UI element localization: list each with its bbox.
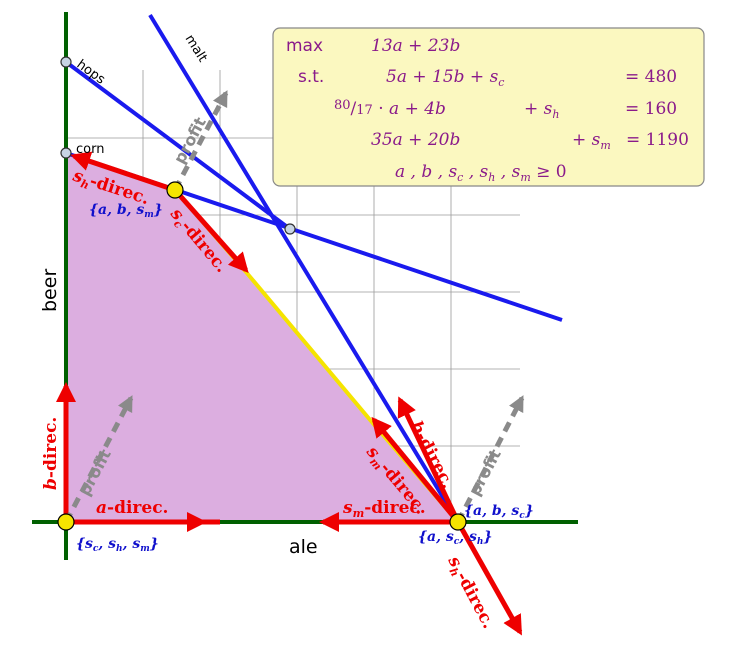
intercept-corn [60,147,72,159]
profit-label-top: profit [170,114,210,167]
lp-max-keyword: max [286,36,323,56]
vertex-right [449,513,467,531]
intersection-hops-malt [284,223,296,235]
lp-st-keyword: s.t. [298,67,324,87]
lp-box-background [272,27,705,187]
basis-origin: {sc, sh, sm} [76,536,159,554]
vertex-top [166,181,184,199]
vertex-origin [57,513,75,531]
profit-label-right: profit [465,446,505,499]
direction-arrows [56,151,523,636]
vertices [57,56,467,531]
basis-right-vertex-a: {a, b, sc} [464,503,534,521]
hops-label: hops [74,57,108,88]
profit-arrows [63,90,525,524]
malt-line [148,13,460,524]
lp-row-2-rhs: = 160 [625,99,677,119]
hops-line [64,60,292,231]
sh-direc-bottom-label: sh-direc. [441,552,498,633]
lp-row-2-slack: + sh [524,99,559,121]
x-axis-label: ale [289,536,318,558]
sm-direc-bottom-label: sm-direc. [342,498,426,520]
lp-row-3: 35a + 20b [371,130,460,150]
lp-row-1-rhs: = 480 [625,67,677,87]
b-direc-left-label: b-direc. [41,417,61,490]
feasible-region [66,153,458,522]
lp-box: max 13a + 23b s.t. 5a + 15b + sc = 480 8… [272,27,705,187]
sm-right-arrow [371,416,460,524]
profit-arrow-origin [63,395,134,524]
a-direc-label: a-direc. [96,498,168,518]
lp-row-2: 80/17 · a + 4b [334,98,446,119]
b-direc-right-arrow [397,396,461,524]
sh-direc-bottom-arrow [455,520,523,636]
sc-direc-arrow [173,188,249,273]
lp-row-4: a , b , sc , sh , sm ≥ 0 [395,162,567,184]
malt-label: malt [182,32,210,65]
intercept-hops [60,56,72,68]
lp-objective: 13a + 23b [371,36,460,56]
sh-direc-arrow [70,151,176,193]
lp-row-1: 5a + 15b + sc [386,67,504,89]
y-axis-label: beer [39,269,61,312]
lp-row-3-rhs: = 1190 [626,130,689,150]
profit-arrow-top [172,90,229,192]
basis-right-vertex-b: {a, sc, sh} [418,529,492,547]
profit-arrow-right [455,395,525,524]
corn-label: corn [76,142,104,157]
